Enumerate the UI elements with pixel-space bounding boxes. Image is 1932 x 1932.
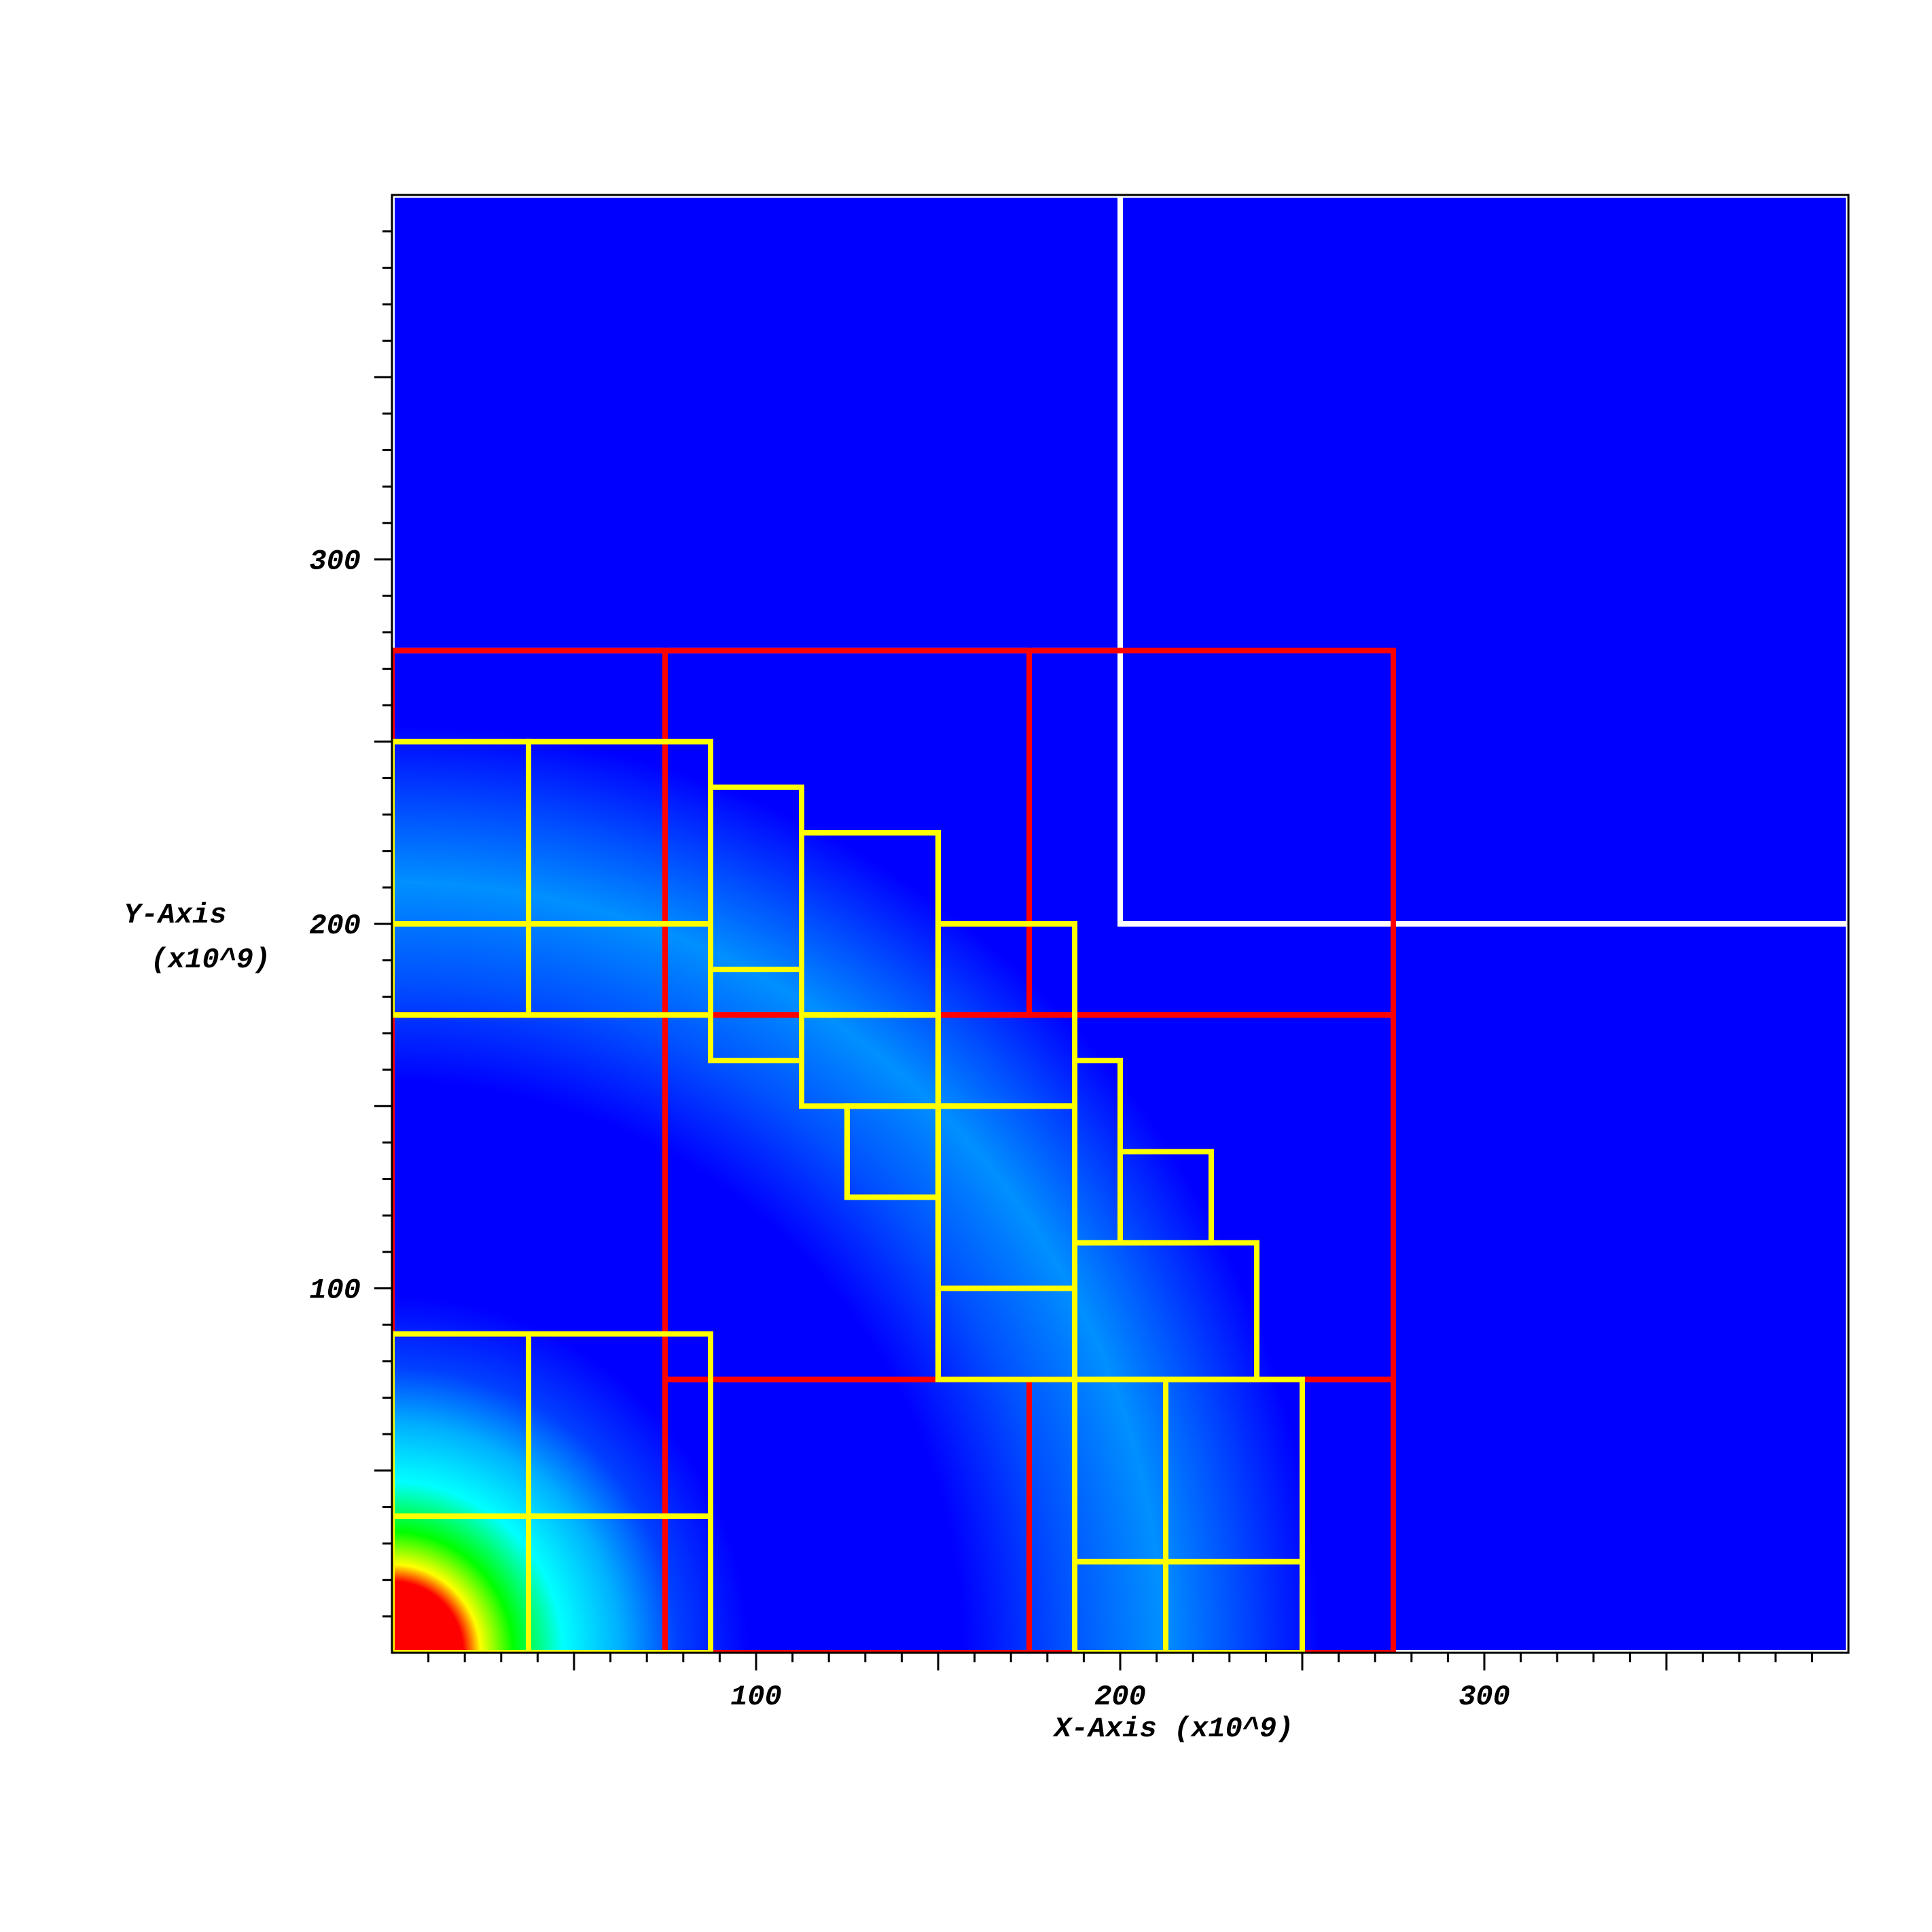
level0-fill-1 — [1120, 195, 1848, 924]
y-tick-label: 200 — [309, 910, 361, 942]
y-tick-label: 300 — [309, 545, 361, 578]
x-tick-label: 100 — [730, 1681, 782, 1713]
level2-patch-18 — [1163, 1376, 1305, 1564]
level2-patch-22 — [526, 1331, 713, 1519]
x-tick-label: 300 — [1459, 1681, 1510, 1713]
level0-fill-2 — [1393, 924, 1848, 1653]
level2-patch-11 — [935, 921, 1077, 1109]
x-tick-label: 200 — [1094, 1681, 1146, 1713]
y-tick-label: 100 — [309, 1274, 361, 1307]
level0-fill-0 — [392, 195, 1120, 651]
y-axis-label-line1: Y-Axis — [124, 899, 226, 931]
x-axis-label: X-Axis (x10^9) — [1052, 1713, 1294, 1745]
y-axis-label-line2: (x10^9) — [151, 944, 270, 976]
